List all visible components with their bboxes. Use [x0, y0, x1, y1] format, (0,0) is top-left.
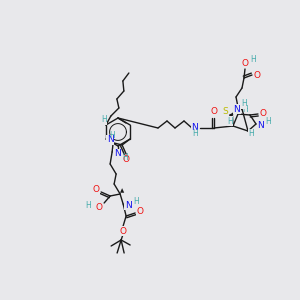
Text: ▲: ▲: [120, 188, 124, 194]
Text: N: N: [107, 136, 113, 145]
Text: N: N: [125, 200, 131, 209]
Text: O: O: [260, 110, 266, 118]
Text: H: H: [122, 154, 128, 163]
Text: H: H: [109, 130, 115, 140]
Text: O: O: [120, 226, 127, 236]
Text: O: O: [242, 58, 248, 68]
Text: N: N: [234, 104, 240, 113]
Text: O: O: [211, 106, 218, 116]
Text: H: H: [133, 196, 139, 206]
Text: H: H: [101, 116, 107, 124]
Text: N: N: [114, 149, 121, 158]
Text: H: H: [242, 104, 248, 113]
Text: O: O: [136, 208, 144, 217]
Text: N: N: [192, 124, 198, 133]
Text: H: H: [192, 128, 198, 137]
Text: O: O: [93, 185, 100, 194]
Text: O: O: [254, 70, 260, 80]
Text: H: H: [85, 200, 91, 209]
Text: H: H: [227, 116, 233, 125]
Text: H: H: [266, 117, 271, 126]
Text: H: H: [241, 100, 247, 109]
Text: O: O: [123, 155, 130, 164]
Text: H: H: [250, 56, 256, 64]
Text: N: N: [258, 121, 264, 130]
Text: H: H: [248, 130, 254, 139]
Polygon shape: [230, 116, 233, 126]
Text: O: O: [96, 202, 103, 211]
Text: S: S: [222, 107, 228, 116]
